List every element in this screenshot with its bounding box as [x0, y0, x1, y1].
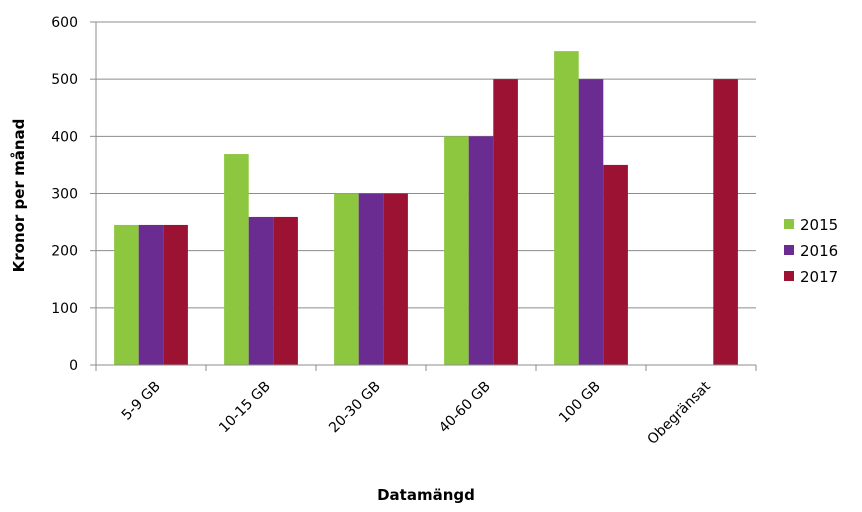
y-tick-label: 300	[51, 187, 78, 203]
x-tick-label: 5-9 GB	[119, 379, 164, 424]
y-tick-label: 600	[51, 15, 78, 31]
bar-2016	[248, 216, 274, 365]
bar-2015	[334, 193, 359, 365]
x-tick-label: 40-60 GB	[436, 379, 494, 437]
legend-swatch	[784, 219, 794, 229]
y-tick-label: 200	[51, 244, 78, 260]
bar-2015	[224, 154, 249, 365]
x-tick-label: 100 GB	[556, 379, 604, 427]
bar-2017	[713, 79, 738, 366]
bar-2017	[273, 216, 298, 365]
bar-2015	[444, 136, 469, 365]
bar-2016	[468, 136, 494, 365]
bar-2016	[578, 79, 604, 366]
bar-2016	[358, 193, 384, 365]
x-axis-title: Datamängd	[377, 486, 475, 504]
gridlines	[96, 21, 756, 309]
bar-2017	[383, 193, 408, 365]
x-tick-label: Obegränsat	[645, 378, 715, 448]
y-tick-label: 0	[69, 358, 78, 374]
y-tick-label: 400	[51, 129, 78, 145]
legend: 2015 2016 2017	[784, 216, 838, 286]
bar-2015	[554, 51, 579, 365]
legend-label: 2015	[800, 216, 838, 234]
x-tick-label: 20-30 GB	[326, 379, 384, 437]
y-tick-label: 100	[51, 301, 78, 317]
bars	[114, 51, 738, 366]
legend-label: 2016	[800, 242, 838, 260]
bar-2016	[138, 224, 164, 365]
x-tick-label: 10-15 GB	[216, 379, 274, 437]
y-axis-title: Kronor per månad	[10, 119, 28, 273]
bar-2017	[603, 164, 628, 365]
legend-swatch	[784, 245, 794, 255]
bar-2015	[114, 224, 139, 365]
legend-swatch	[784, 271, 794, 281]
legend-label: 2017	[800, 268, 838, 286]
bar-2017	[163, 224, 188, 365]
bar-2017	[493, 79, 518, 366]
y-tick-label: 500	[51, 72, 78, 88]
